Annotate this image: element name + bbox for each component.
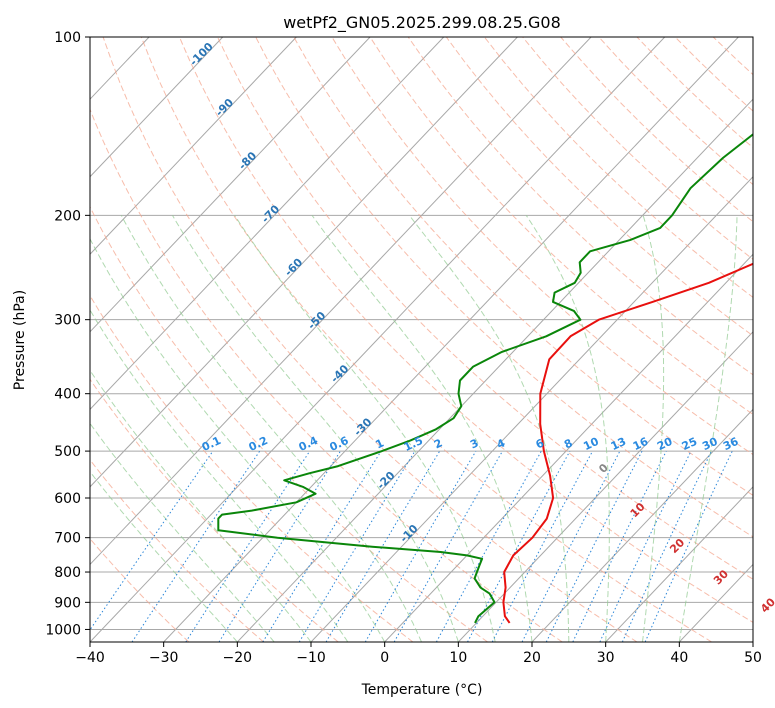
mixing-ratio-label: 25 [680, 435, 699, 453]
y-tick-label: 400 [54, 387, 81, 403]
y-tick-label: 300 [54, 313, 81, 329]
x-tick-label: −40 [75, 650, 105, 666]
isotherm-line [90, 37, 518, 488]
moist-adiabat-line [234, 215, 496, 642]
isotherm-line [605, 486, 753, 642]
moist-adiabat-line [642, 215, 665, 642]
mixing-ratio-label: 20 [655, 435, 675, 453]
dewpoint-profile-line [217, 133, 753, 624]
x-tick-label: 10 [449, 650, 467, 666]
dry-adiabat-line [484, 37, 753, 298]
mixing-ratio-line [185, 450, 311, 642]
mixing-ratio-label: 13 [609, 435, 628, 453]
plot-frame [89, 36, 754, 643]
mixing-ratio-line [262, 450, 382, 642]
x-tick-label: 0 [380, 650, 389, 666]
y-tick-label: 600 [54, 491, 81, 507]
y-tick-label: 100 [54, 30, 81, 46]
dry-adiabat-line [217, 37, 753, 580]
x-axis-label: Temperature (°C) [361, 682, 483, 698]
mixing-ratio-line [545, 450, 643, 642]
y-tick-label: 1000 [45, 622, 81, 638]
x-tick-label: −10 [296, 650, 326, 666]
dry-adiabat-line [255, 37, 753, 538]
x-tick-label: 20 [523, 650, 541, 666]
x-tick-label: 30 [597, 650, 615, 666]
chart-title: wetPf2_GN05.2025.299.08.25.G08 [283, 13, 561, 33]
dry-adiabat-line [90, 294, 414, 642]
y-tick-label: 800 [54, 565, 81, 581]
dry-adiabat-line [293, 37, 753, 496]
background-lines [90, 37, 753, 642]
isotherm-line [90, 37, 592, 566]
temperature-profile-line [502, 262, 753, 624]
dry-adiabat-line [102, 37, 638, 642]
moist-adiabat-line [171, 215, 459, 642]
isotherm-line [90, 37, 371, 333]
mixing-ratio-label: 30 [700, 435, 720, 453]
moist-adiabat-line [90, 470, 238, 642]
mixing-ratio-label: 10 [581, 435, 601, 453]
mixing-ratio-line [435, 450, 542, 642]
isotherm-line [163, 37, 739, 642]
moist-adiabat-line [678, 215, 738, 642]
y-tick-label: 200 [54, 208, 81, 224]
y-tick-label: 500 [54, 444, 81, 460]
dry-adiabat-line [407, 37, 753, 376]
moist-adiabat-line [120, 215, 422, 642]
y-axis-label: Pressure (hPa) [12, 290, 28, 390]
mixing-ratio-line [90, 450, 214, 631]
isotherm-line [90, 37, 666, 642]
mixing-ratio-line [644, 450, 733, 642]
dry-adiabat-line [90, 108, 563, 642]
mixing-ratio-label: 16 [631, 435, 651, 453]
moist-adiabat-line [311, 215, 533, 642]
isotherm-line [236, 98, 753, 642]
dry-adiabat-line [140, 37, 712, 642]
x-tick-label: −30 [149, 650, 179, 666]
isotherm-line [90, 37, 297, 256]
isotherm-line [457, 331, 753, 642]
mixing-ratio-line [393, 450, 503, 642]
isotherm-line [531, 408, 753, 642]
y-tick-label: 700 [54, 531, 81, 547]
moist-adiabat-line [90, 237, 386, 642]
mixing-ratio-line [218, 450, 341, 642]
isotherm-line [384, 253, 753, 642]
x-tick-label: 50 [744, 650, 762, 666]
moist-adiabat-line [408, 214, 570, 642]
isotherm-line [90, 37, 445, 411]
mixing-ratio-label: 36 [721, 435, 741, 453]
isotherm-line [310, 176, 753, 642]
mixing-ratio-line [572, 450, 667, 642]
dry-adiabat-line [90, 459, 264, 642]
x-tick-label: −20 [223, 650, 253, 666]
x-tick-label: 40 [670, 650, 688, 666]
axes: −40 −30 −20 −10 0 10 20 30 40 50 100 200 300 400 500 60… [45, 30, 762, 666]
moist-adiabat-line [90, 309, 349, 642]
moist-adiabat-line [525, 215, 610, 642]
isotherm-line [90, 37, 224, 178]
mixing-ratio-line [298, 450, 416, 642]
dry-adiabat-line [90, 205, 488, 642]
moist-adiabat-line [90, 369, 312, 642]
mixing-ratio-line [131, 450, 261, 642]
y-tick-label: 900 [54, 595, 81, 611]
moist-adiabat-line [90, 422, 275, 642]
data-lines [217, 133, 753, 624]
